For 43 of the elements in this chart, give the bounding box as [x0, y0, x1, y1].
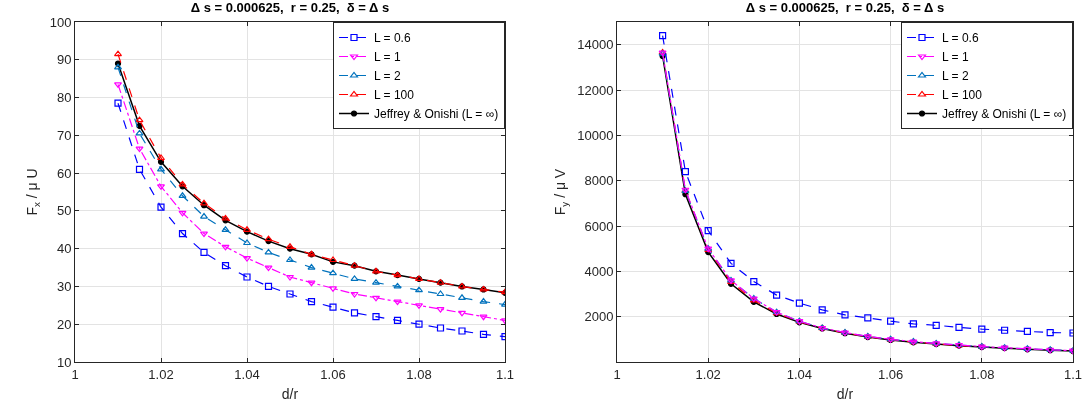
y-tick-label: 40 [56, 241, 72, 257]
x-tick-label: 1.1 [495, 366, 515, 382]
y-tick-label: 14000 [577, 37, 614, 53]
y-tick-label: 30 [56, 278, 72, 294]
x-tick-label: 1.06 [877, 366, 904, 382]
y-tick-label: 20 [56, 316, 72, 332]
x-tick-label: 1 [613, 366, 621, 382]
x-tick-label: 1.08 [406, 366, 432, 382]
x-tick-label: 1.08 [969, 366, 995, 382]
y-tick-label: 4000 [584, 263, 614, 279]
chart-title: Δ s = 0.000625, r = 0.25, δ = Δ s [190, 0, 390, 16]
x-tick-label: 1 [71, 366, 79, 382]
x-tick-label: 1.04 [234, 366, 260, 382]
y-tick-label: 8000 [584, 173, 614, 189]
legend-label: L = 1 [374, 50, 401, 65]
legend-label: L = 100 [374, 88, 415, 103]
x-tick-label: 1.02 [148, 366, 174, 382]
y-tick-label: 50 [56, 203, 72, 219]
y-tick-label: 70 [56, 127, 72, 143]
x-tick-label: 1.02 [695, 366, 721, 382]
y-tick-label: 80 [56, 90, 72, 106]
x-tick-label: 1.1 [1063, 366, 1083, 382]
legend-label: L = 2 [942, 69, 969, 84]
legend-label: Jeffrey & Onishi (L = ∞) [374, 107, 499, 122]
legend-label: L = 0.6 [942, 31, 979, 46]
legend-label: L = 100 [942, 88, 983, 103]
x-tick-label: 1.06 [320, 366, 346, 382]
x-tick-label: 1.04 [786, 366, 813, 382]
legend-label: Jeffrey & Onishi (L = ∞) [942, 107, 1067, 122]
y-tick-label: 2000 [584, 309, 614, 325]
x-axis-title: d/r [836, 385, 854, 402]
y-tick-label: 10 [56, 354, 72, 370]
y-tick-label: 10000 [577, 127, 614, 143]
y-tick-label: 6000 [584, 218, 614, 234]
y-tick-label: 100 [49, 14, 72, 30]
y-tick-label: 90 [56, 52, 72, 68]
y-tick-label: 12000 [577, 82, 614, 98]
y-tick-label: 60 [56, 165, 72, 181]
x-axis-title: d/r [281, 385, 299, 402]
chart-title: Δ s = 0.000625, r = 0.25, δ = Δ s [745, 0, 945, 16]
legend-label: L = 2 [374, 69, 401, 84]
legend-label: L = 1 [942, 50, 969, 65]
legend-label: L = 0.6 [374, 31, 411, 46]
